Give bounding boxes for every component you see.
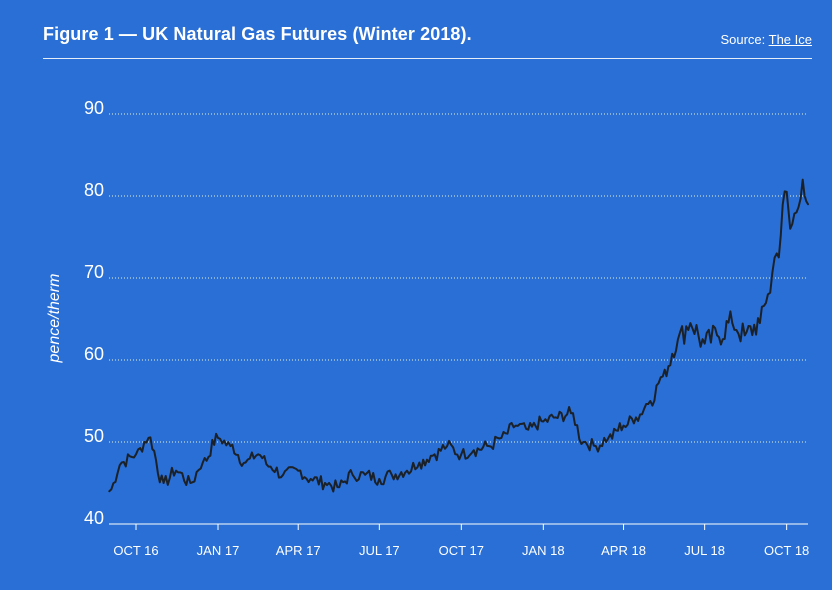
x-tick-label: JUL 18 [684, 543, 725, 558]
source-prefix: Source: [720, 32, 766, 47]
y-tick-label: 70 [84, 262, 104, 282]
y-tick-label: 50 [84, 426, 104, 446]
y-tick-label: 40 [84, 508, 104, 528]
x-tick-label: APR 18 [601, 543, 646, 558]
y-tick-label: 60 [84, 344, 104, 364]
x-tick-label: JAN 18 [522, 543, 565, 558]
source-credit: Source: The Ice [720, 32, 812, 47]
x-tick-label: JAN 17 [197, 543, 240, 558]
y-tick-label: 80 [84, 180, 104, 200]
chart-title: Figure 1 — UK Natural Gas Futures (Winte… [43, 24, 472, 44]
x-tick-label: OCT 18 [764, 543, 809, 558]
x-tick-label: OCT 17 [439, 543, 484, 558]
x-tick-label: APR 17 [276, 543, 321, 558]
y-tick-label: 90 [84, 98, 104, 118]
x-tick-label: OCT 16 [113, 543, 158, 558]
price-line [108, 178, 809, 493]
x-tick-label: JUL 17 [359, 543, 400, 558]
chart-header: Figure 1 — UK Natural Gas Futures (Winte… [43, 22, 812, 59]
source-link[interactable]: The Ice [768, 32, 812, 47]
